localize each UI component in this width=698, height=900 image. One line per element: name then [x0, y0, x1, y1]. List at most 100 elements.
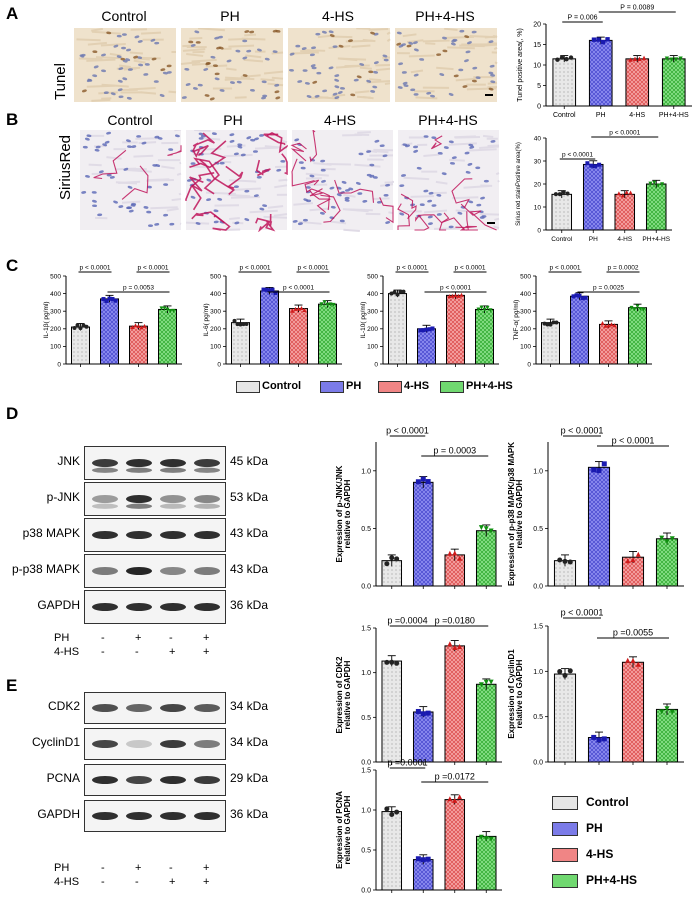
data-point: [421, 328, 426, 333]
legend-label-4hs-e: 4-HS: [586, 847, 614, 861]
chart-cdk2: 0.0 0.5 1.0 1.5 Expression of CDK2 relative t…: [335, 616, 502, 766]
bar-ph: [570, 295, 589, 365]
bar-ph: [412, 481, 434, 587]
panel-letter-d: D: [6, 404, 19, 423]
treatment-sign: -: [135, 876, 139, 888]
p-value-label: p = 0.0002: [608, 265, 639, 272]
y-axis-label: Expression of p-JNK/JNK: [335, 465, 344, 562]
p-value-label: p < 0.0001: [80, 265, 111, 272]
p-value-label: p < 0.0001: [138, 265, 169, 272]
data-point: [656, 183, 661, 188]
legend-label-ph-4hs: PH+4-HS: [466, 380, 513, 392]
protein-label: PCNA: [46, 771, 80, 785]
data-point: [664, 539, 670, 545]
data-point: [628, 190, 633, 195]
bar-ph-4-hs: [645, 183, 667, 231]
chart-pjnk: 0.0 0.5 1.0 Expression of p-JNK/JNK relative…: [335, 426, 502, 590]
data-point: [596, 37, 601, 42]
band: [126, 467, 152, 473]
band: [194, 704, 220, 712]
data-point: [485, 305, 490, 310]
data-point: [394, 809, 400, 815]
p-value-label: P = 0.0089: [620, 5, 654, 12]
bar-ph: [587, 466, 611, 587]
bar-control: [381, 660, 403, 763]
treatment-label: PH: [54, 862, 70, 874]
band: [160, 812, 186, 820]
data-point: [612, 323, 617, 328]
band: [92, 740, 118, 748]
data-point: [81, 323, 86, 328]
data-point: [425, 479, 431, 485]
data-point: [420, 711, 426, 717]
legend-swatch-control-e: [552, 796, 578, 810]
band: [92, 567, 118, 575]
data-point: [554, 320, 559, 325]
y-tick-label: 0.0: [533, 583, 543, 590]
bar-ph: [100, 298, 119, 365]
data-point: [632, 56, 638, 61]
data-point: [600, 39, 606, 45]
p-value-label: p = 0.0003: [433, 446, 476, 456]
col-header-ph-4hs: PH+4-HS: [415, 8, 475, 24]
x-tick-label: PH: [589, 236, 598, 243]
treatment-sign: -: [101, 862, 105, 874]
bar-ph-4-hs: [475, 308, 494, 365]
y-tick-label: 15: [533, 42, 541, 49]
y-tick-label: 0: [374, 361, 378, 368]
siriusred-micrographs: [80, 130, 500, 232]
band: [160, 567, 186, 575]
micrograph-sirius-control: [80, 130, 182, 230]
data-point: [580, 296, 585, 301]
p-value-label: p =0.0001: [387, 758, 427, 768]
data-point: [591, 37, 597, 42]
scale-bar: [485, 94, 493, 96]
bar-control: [231, 322, 250, 365]
data-point: [635, 304, 640, 309]
data-point: [641, 307, 646, 312]
protein-label: p-p38 MAPK: [11, 562, 80, 576]
p-value-label: p < 0.0001: [386, 426, 429, 436]
data-point: [659, 535, 665, 541]
data-point: [620, 193, 625, 198]
row-label-siriusred: SiriusRed: [57, 134, 74, 200]
band: [160, 503, 186, 509]
data-point: [562, 558, 568, 564]
data-point: [606, 323, 611, 328]
data-point: [302, 308, 307, 313]
y-axis-label: Tunel positive area(, %): [517, 28, 524, 102]
data-point: [456, 293, 461, 298]
data-point: [107, 296, 112, 301]
p-value-label: p < 0.0001: [298, 265, 329, 272]
data-point: [457, 555, 463, 561]
data-point: [244, 321, 249, 326]
bar-ph: [588, 39, 613, 107]
data-point: [290, 308, 295, 313]
data-point: [389, 659, 395, 665]
y-tick-label: 0.5: [361, 715, 371, 722]
p-value-label: p < 0.0001: [561, 426, 604, 436]
data-point: [625, 558, 631, 564]
bar-4-hs: [444, 645, 466, 763]
data-point: [392, 290, 397, 295]
band: [92, 776, 118, 784]
y-tick-label: 400: [50, 291, 61, 298]
data-point: [616, 191, 621, 196]
bar-control: [553, 673, 577, 763]
data-point: [624, 190, 629, 195]
band: [194, 531, 220, 539]
chart-il1b: 0 100 200 300 400 500 IL-1β( pg/ml) p < 0.0001 p…: [43, 265, 182, 368]
band: [126, 503, 152, 509]
data-point: [452, 797, 458, 803]
data-point: [488, 836, 494, 842]
y-tick-label: 0: [537, 103, 541, 110]
y-tick-label: 0.0: [361, 759, 371, 766]
data-point: [571, 294, 576, 299]
treatment-sign: +: [135, 632, 142, 644]
y-tick-label: 100: [520, 344, 531, 351]
col-header-ph-b: PH: [223, 112, 243, 128]
y-tick-label: 0.5: [533, 714, 543, 721]
band: [126, 567, 152, 575]
data-point: [557, 192, 562, 197]
data-point: [130, 325, 135, 330]
